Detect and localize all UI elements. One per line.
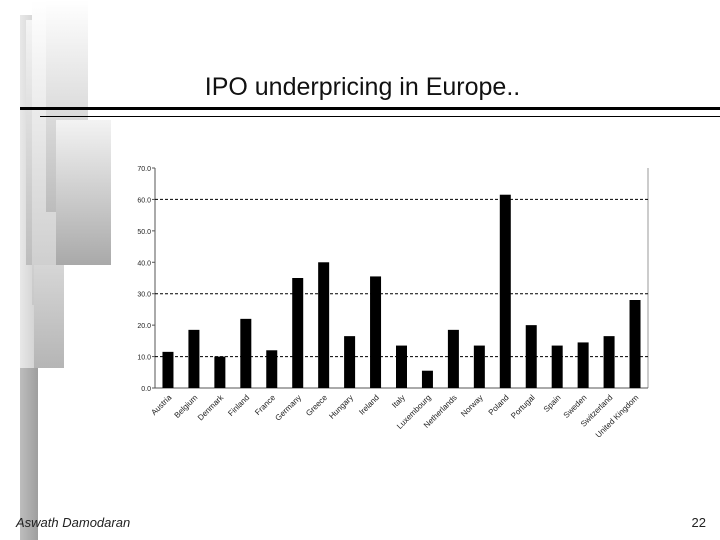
- decor-bar-7: [20, 368, 38, 540]
- y-tick-label: 70.0: [137, 166, 151, 173]
- x-tick-label: Germany: [273, 393, 303, 423]
- bar: [421, 370, 433, 388]
- y-tick-label: 20.0: [137, 323, 151, 330]
- bar: [318, 262, 330, 388]
- x-tick-label: Austria: [149, 393, 173, 417]
- bar: [396, 345, 407, 388]
- y-tick-label: 40.0: [137, 260, 151, 267]
- bar: [240, 318, 252, 388]
- x-tick-label: Ireland: [357, 393, 381, 417]
- bar: [188, 329, 200, 388]
- slide-title-text: IPO underpricing in Europe..: [204, 73, 521, 101]
- bar: [629, 300, 641, 388]
- bar: [162, 351, 174, 388]
- y-tick-label: 0.0: [141, 386, 151, 393]
- decor-bar-5: [56, 120, 111, 265]
- x-tick-label: France: [253, 393, 277, 417]
- bar: [214, 356, 226, 388]
- bar: [525, 325, 537, 388]
- bar: [551, 345, 563, 388]
- decor-bar-6: [34, 265, 64, 368]
- x-tick-label: Denmark: [196, 392, 226, 422]
- title-rule-top: [20, 107, 720, 110]
- bar: [266, 350, 278, 388]
- bar: [292, 278, 304, 388]
- title-rule-bottom: [40, 116, 720, 117]
- author-footer: Aswath Damodaran: [16, 515, 131, 530]
- y-tick-label: 60.0: [137, 197, 151, 204]
- bar: [370, 276, 382, 388]
- bar: [473, 345, 485, 388]
- bar: [603, 336, 615, 388]
- x-tick-label: Portugal: [509, 393, 537, 421]
- x-tick-label: Italy: [390, 393, 407, 410]
- bar: [344, 336, 356, 388]
- y-tick-label: 30.0: [137, 292, 151, 299]
- page-number: 22: [691, 515, 706, 530]
- bar: [577, 342, 589, 388]
- x-tick-label: Poland: [487, 393, 511, 417]
- x-tick-label: Spain: [542, 393, 563, 414]
- bar: [499, 194, 511, 388]
- x-tick-label: Norway: [459, 393, 485, 419]
- bar: [447, 329, 459, 388]
- y-tick-label: 50.0: [137, 229, 151, 236]
- x-tick-label: Finland: [226, 393, 251, 418]
- y-tick-label: 10.0: [137, 355, 151, 362]
- x-tick-label: Hungary: [327, 393, 355, 421]
- x-tick-label: Greece: [304, 393, 329, 418]
- slide-title: IPO underpricing in Europe..: [0, 73, 720, 102]
